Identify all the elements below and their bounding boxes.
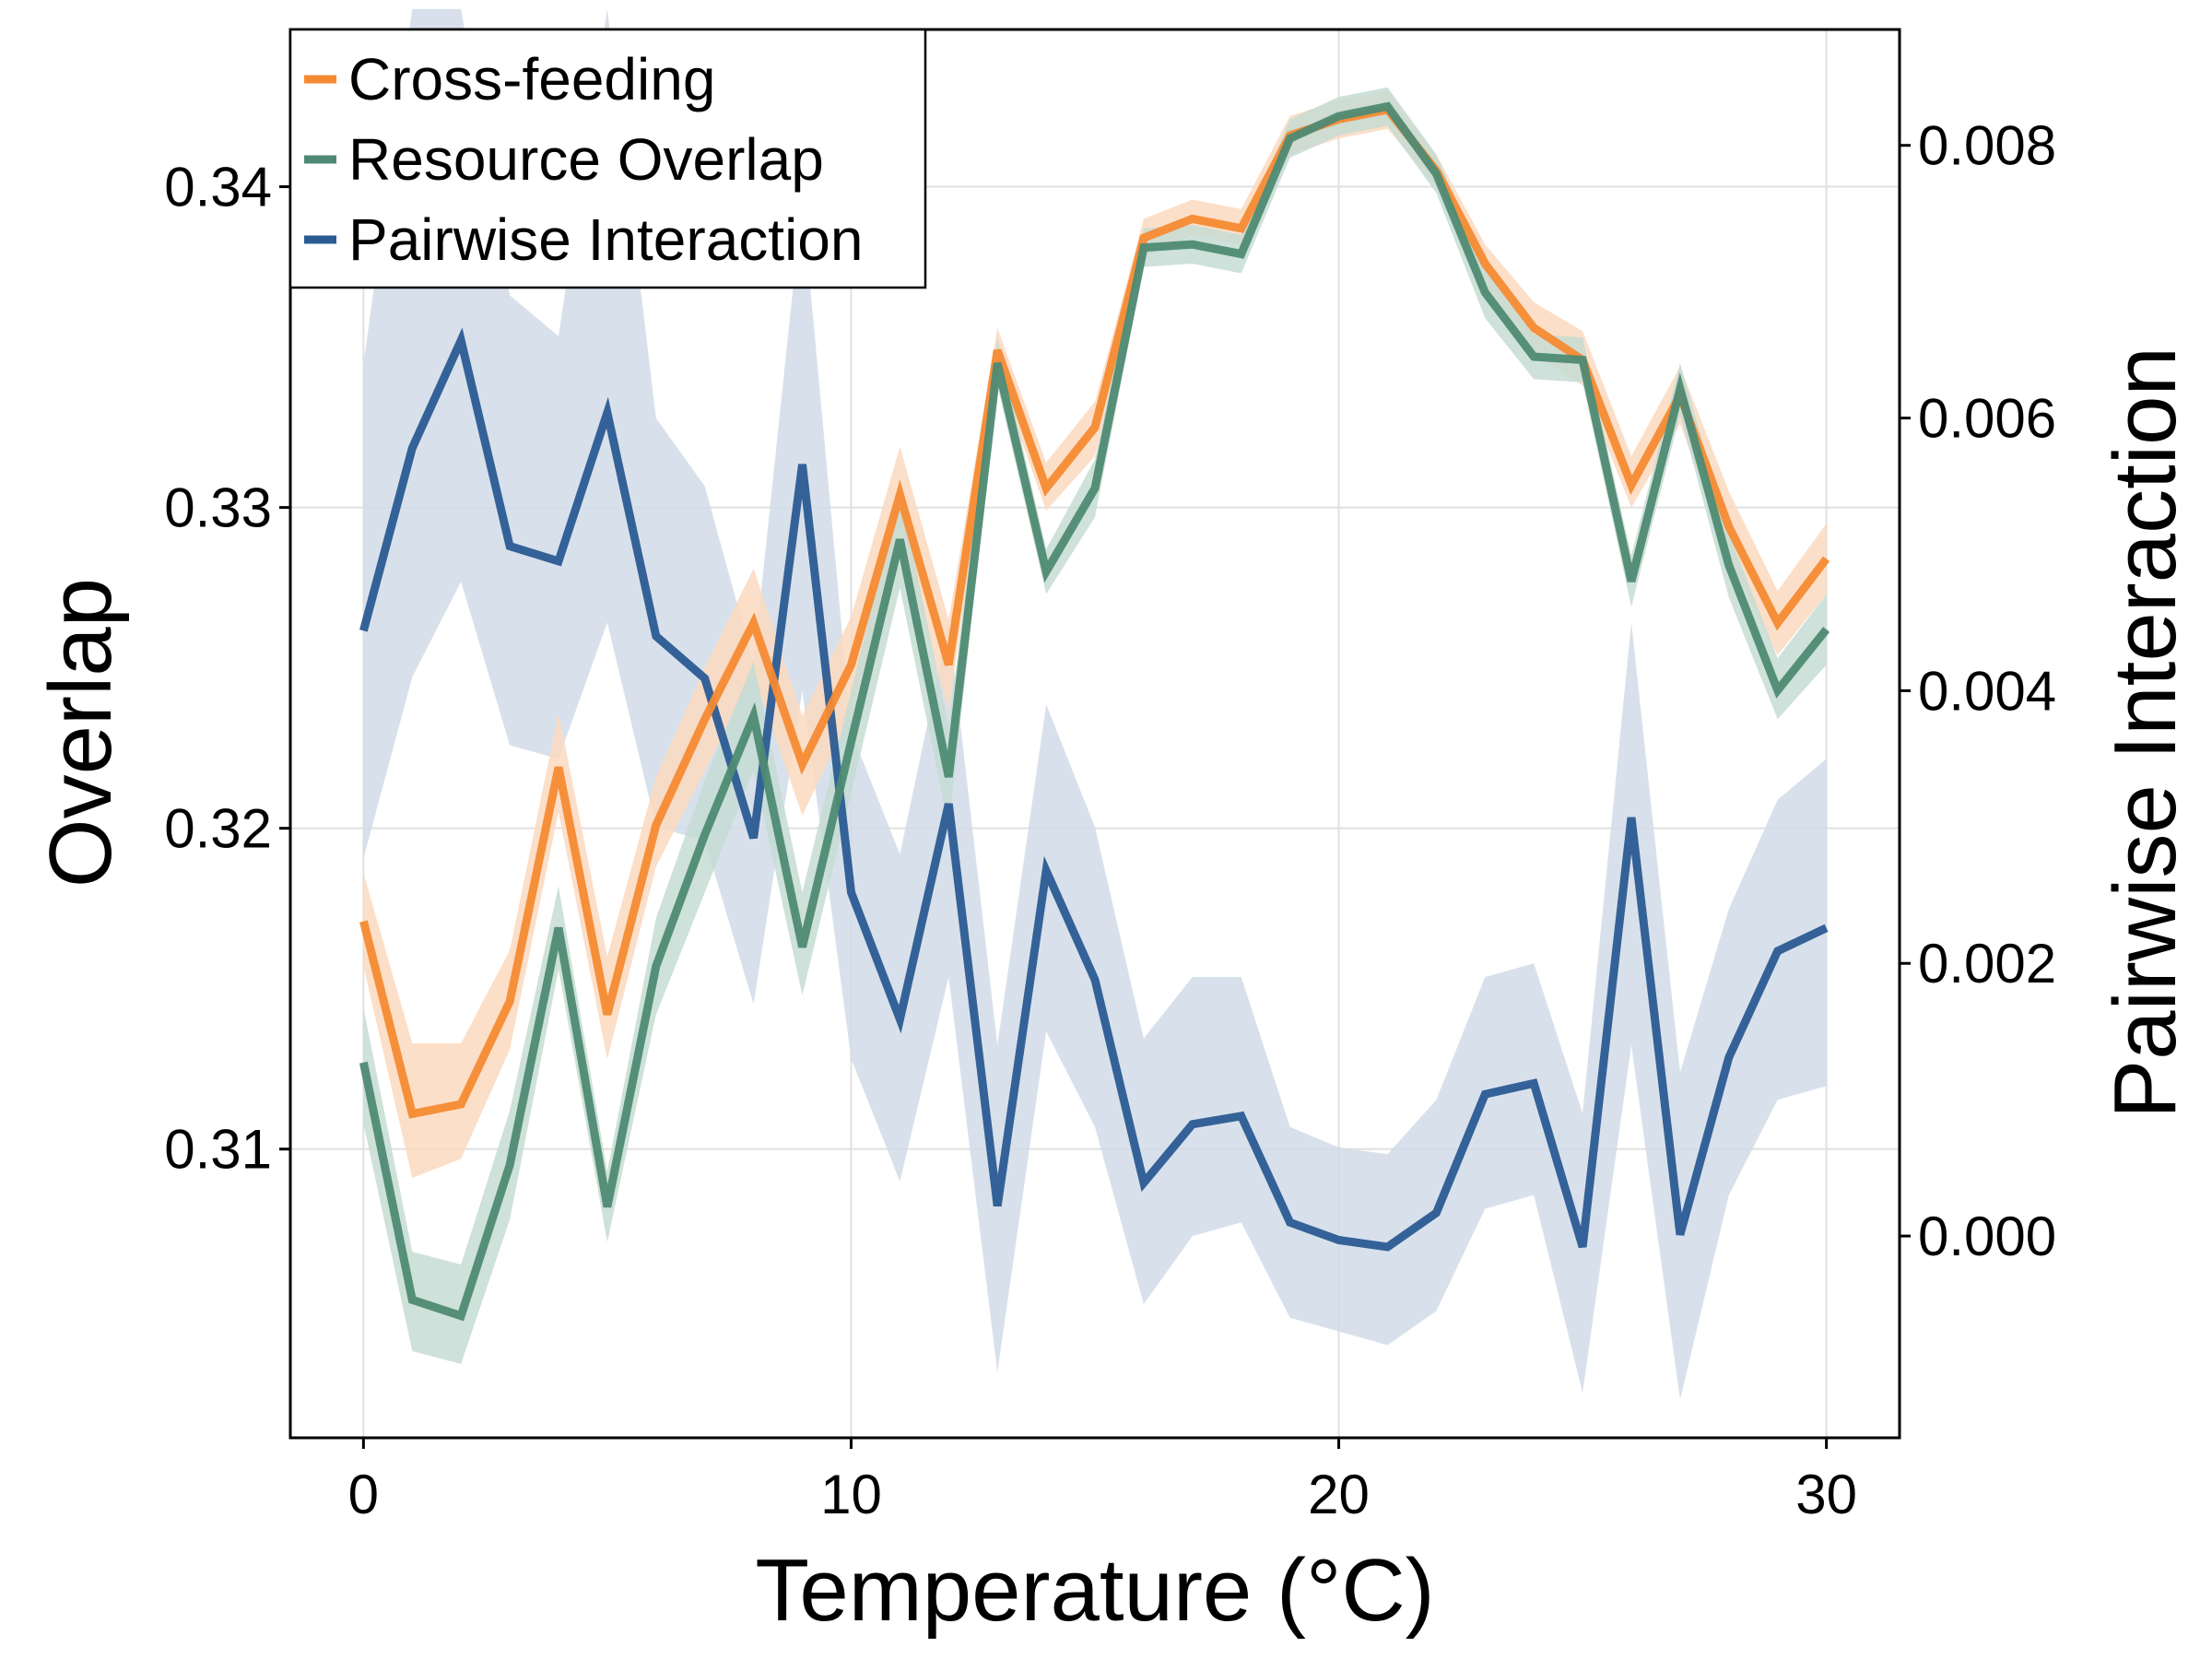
cross-feedinglegend-label: Cross-feeding (348, 46, 715, 112)
pairwise-interactionband (363, 8, 1827, 1400)
y-axis-ticks: 0.31 0.32 0.33 0.34 (164, 157, 290, 1181)
y-tick-label: 0.33 (164, 477, 272, 539)
x-axis-ticks: 0 10 20 30 (348, 1438, 1857, 1525)
y-tick-label: 0.31 (164, 1119, 272, 1181)
y2-tick-label: 0.002 (1918, 933, 2056, 994)
y2-tick-label: 0.008 (1918, 115, 2056, 177)
x-tick-label: 20 (1308, 1464, 1370, 1525)
resource-overlapline (359, 101, 1830, 1322)
y2-tick-label: 0.006 (1918, 388, 2056, 450)
y-tick-label: 0.34 (164, 157, 272, 218)
x-axis-title: Temperature (°C) (755, 1541, 1434, 1640)
x-tick-label: 0 (348, 1464, 379, 1525)
y-tick-label: 0.32 (164, 798, 272, 860)
pairwise-interactionlegend-label: Pairwise Interaction (348, 206, 863, 273)
x-tick-label: 30 (1795, 1464, 1857, 1525)
x-tick-label: 10 (820, 1464, 882, 1525)
pairwise-interactionline (359, 327, 1829, 1252)
confidence-bands (363, 8, 1827, 1400)
y-axis-title: Overlap (31, 578, 130, 888)
resource-overlaplegend-label: Resource Overlap (348, 126, 824, 193)
series-lines (359, 101, 1830, 1322)
y2-axis-title: Pairwise Interaction (2096, 347, 2194, 1119)
plot-frame (288, 28, 1901, 1440)
y2-tick-label: 0.000 (1918, 1206, 2056, 1267)
legend: Cross-feeding Resource Overlap Pairwise In… (288, 28, 927, 289)
y2-axis-ticks: 0.000 0.002 0.004 0.006 0.008 (1900, 115, 2056, 1267)
legend-box (288, 28, 927, 289)
y2-tick-label: 0.004 (1918, 660, 2056, 722)
